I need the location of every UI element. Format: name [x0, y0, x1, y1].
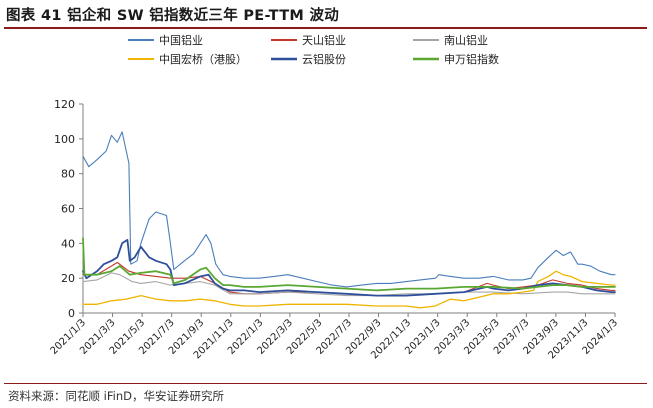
series-line-2 — [82, 261, 616, 297]
title-divider — [4, 27, 647, 29]
series-line-6 — [82, 237, 616, 292]
footer-divider — [4, 383, 647, 384]
y-axis: 0 20 40 60 80 100 120 — [54, 98, 84, 320]
series-line-3 — [82, 272, 616, 297]
figure-title: 图表 41 铝企和 SW 铝指数近三年 PE-TTM 波动 — [6, 8, 340, 24]
series-lines — [82, 131, 616, 309]
series-line-1 — [82, 131, 616, 288]
y-tick-label: 40 — [61, 237, 75, 250]
source-note: 资料来源：同花顺 iFinD，华安证券研究所 — [8, 389, 224, 403]
x-axis: 2021/1/32021/3/32021/5/32021/7/32021/9/3… — [49, 312, 620, 361]
y-tick-label: 0 — [68, 307, 75, 320]
legend-label-2: 天山铝业 — [302, 33, 346, 47]
legend-label-4: 中国宏桥（港股） — [159, 52, 247, 66]
y-tick-label: 100 — [54, 133, 75, 146]
y-tick-label: 120 — [54, 98, 75, 111]
y-tick-label: 60 — [61, 203, 75, 216]
legend-label-5: 云铝股份 — [302, 52, 346, 66]
legend-label-1: 中国铝业 — [159, 33, 203, 47]
series-line-4 — [82, 270, 616, 309]
legend-label-6: 申万铝指数 — [444, 52, 499, 66]
legend-label-3: 南山铝业 — [444, 33, 488, 47]
y-tick-label: 80 — [61, 168, 75, 181]
y-tick-label: 20 — [61, 272, 75, 285]
